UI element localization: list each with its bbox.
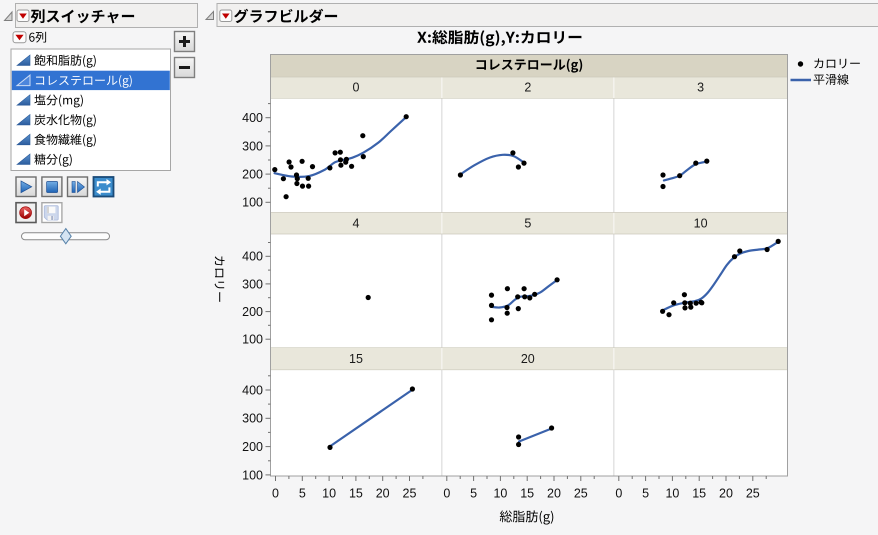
svg-text:5: 5 <box>470 487 477 501</box>
svg-text:400: 400 <box>242 250 263 264</box>
svg-text:20: 20 <box>719 487 733 501</box>
svg-text:15: 15 <box>692 487 706 501</box>
svg-text:10: 10 <box>493 487 507 501</box>
svg-text:15: 15 <box>349 352 363 366</box>
svg-text:100: 100 <box>242 333 263 347</box>
svg-text:0: 0 <box>272 487 279 501</box>
svg-text:400: 400 <box>242 383 263 397</box>
svg-text:10: 10 <box>665 487 679 501</box>
svg-text:2: 2 <box>524 80 531 94</box>
svg-text:100: 100 <box>242 468 263 482</box>
svg-text:300: 300 <box>242 412 263 426</box>
svg-text:15: 15 <box>520 487 534 501</box>
svg-text:15: 15 <box>349 487 363 501</box>
svg-text:25: 25 <box>746 487 760 501</box>
svg-text:25: 25 <box>574 487 588 501</box>
svg-text:5: 5 <box>299 487 306 501</box>
svg-text:100: 100 <box>242 196 263 210</box>
svg-text:5: 5 <box>642 487 649 501</box>
svg-text:5: 5 <box>524 217 531 231</box>
svg-text:25: 25 <box>403 487 417 501</box>
svg-text:400: 400 <box>242 111 263 125</box>
svg-text:200: 200 <box>242 440 263 454</box>
svg-text:10: 10 <box>322 487 336 501</box>
svg-text:20: 20 <box>547 487 561 501</box>
svg-text:20: 20 <box>521 352 535 366</box>
svg-text:0: 0 <box>615 487 622 501</box>
svg-text:0: 0 <box>353 80 360 94</box>
svg-text:4: 4 <box>353 217 360 231</box>
svg-text:3: 3 <box>697 80 704 94</box>
svg-text:300: 300 <box>242 139 263 153</box>
svg-text:200: 200 <box>242 168 263 182</box>
svg-text:10: 10 <box>694 217 708 231</box>
svg-text:300: 300 <box>242 277 263 291</box>
svg-text:20: 20 <box>376 487 390 501</box>
svg-text:0: 0 <box>443 487 450 501</box>
svg-text:200: 200 <box>242 305 263 319</box>
